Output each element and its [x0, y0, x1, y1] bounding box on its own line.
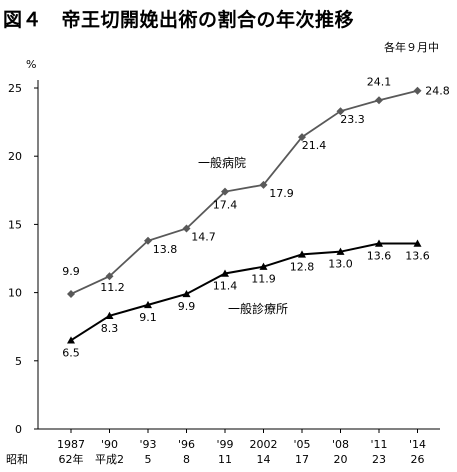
series-line — [70, 242, 418, 342]
data-label: 17.4 — [213, 199, 238, 212]
x-tick-label-era: 8 — [183, 453, 190, 466]
data-label: 9.1 — [139, 311, 157, 324]
data-label: 11.4 — [213, 280, 238, 293]
data-point-diamond — [336, 107, 345, 116]
data-label: 13.0 — [328, 258, 353, 271]
y-tick-label: 20 — [8, 150, 22, 163]
data-point-diamond — [67, 289, 75, 298]
data-point-diamond — [259, 180, 268, 189]
y-tick-label: 25 — [8, 82, 22, 95]
x-tick-label-era: 5 — [145, 453, 152, 466]
data-point-triangle — [375, 239, 383, 247]
data-point-triangle — [105, 311, 114, 319]
x-tick-label-year: '05 — [293, 438, 310, 451]
data-label: 11.2 — [100, 281, 125, 294]
data-label: 13.6 — [367, 249, 392, 262]
data-label: 21.4 — [302, 139, 327, 152]
data-point-triangle — [182, 289, 191, 298]
chart-note: 各年９月中 — [384, 41, 439, 54]
data-label: 11.9 — [251, 273, 276, 286]
series-line — [70, 89, 418, 295]
y-tick-label: 5 — [15, 355, 22, 368]
data-point-diamond — [182, 224, 191, 233]
era-label: 昭和 — [6, 453, 28, 466]
data-label: 6.5 — [62, 346, 80, 359]
data-point-triangle — [67, 336, 75, 344]
data-point-diamond — [375, 96, 383, 105]
data-label: 12.8 — [290, 260, 315, 273]
data-label: 14.7 — [191, 230, 216, 243]
x-tick-label-year: '99 — [216, 438, 233, 451]
x-tick-label-year: '90 — [101, 438, 118, 451]
x-tick-label-year: '11 — [370, 438, 387, 451]
x-tick-label-year: '14 — [409, 438, 426, 451]
x-tick-label-era: 62年 — [59, 452, 84, 466]
data-point-triangle — [259, 262, 268, 270]
data-point-diamond — [298, 133, 306, 142]
data-label: 9.9 — [178, 300, 196, 313]
x-tick-label-year: '08 — [332, 438, 349, 451]
x-tick-label-year: 2002 — [250, 438, 278, 451]
data-label: 17.9 — [269, 187, 294, 200]
data-label: 24.8 — [425, 85, 450, 98]
y-tick-label: 15 — [8, 218, 22, 231]
data-point-diamond — [221, 187, 229, 196]
x-tick-label-era: 11 — [218, 453, 232, 466]
x-tick-label-year: '93 — [139, 438, 156, 451]
data-point-triangle — [413, 239, 422, 247]
chart-title: 図４ 帝王切開娩出術の割合の年次推移 — [3, 9, 355, 31]
data-label: 13.8 — [153, 243, 178, 256]
y-axis-unit: % — [26, 58, 36, 71]
x-tick-label-era: 14 — [257, 453, 271, 466]
data-point-triangle — [298, 250, 306, 258]
data-point-triangle — [144, 300, 152, 309]
data-point-triangle — [336, 247, 345, 255]
x-tick-label-era: 17 — [295, 453, 309, 466]
data-label: 23.3 — [340, 113, 365, 126]
x-tick-label-year: 1987 — [57, 438, 85, 451]
x-tick-label-era: 平成2 — [95, 453, 124, 466]
y-tick-label: 10 — [8, 287, 22, 300]
data-point-diamond — [105, 272, 114, 281]
data-label: 8.3 — [101, 322, 119, 335]
data-point-diamond — [144, 236, 152, 245]
y-tick-label: 0 — [15, 423, 22, 436]
data-point-triangle — [221, 269, 229, 277]
series-name-label: 一般診療所 — [228, 301, 288, 316]
x-tick-label-year: '96 — [178, 438, 195, 451]
data-label: 24.1 — [367, 75, 392, 88]
series-name-label: 一般病院 — [198, 155, 246, 170]
x-tick-label-era: 26 — [411, 453, 425, 466]
x-tick-label-era: 20 — [334, 453, 348, 466]
data-point-diamond — [413, 86, 422, 95]
data-label: 9.9 — [62, 265, 80, 278]
x-tick-label-era: 23 — [372, 453, 386, 466]
data-label: 13.6 — [405, 249, 430, 262]
